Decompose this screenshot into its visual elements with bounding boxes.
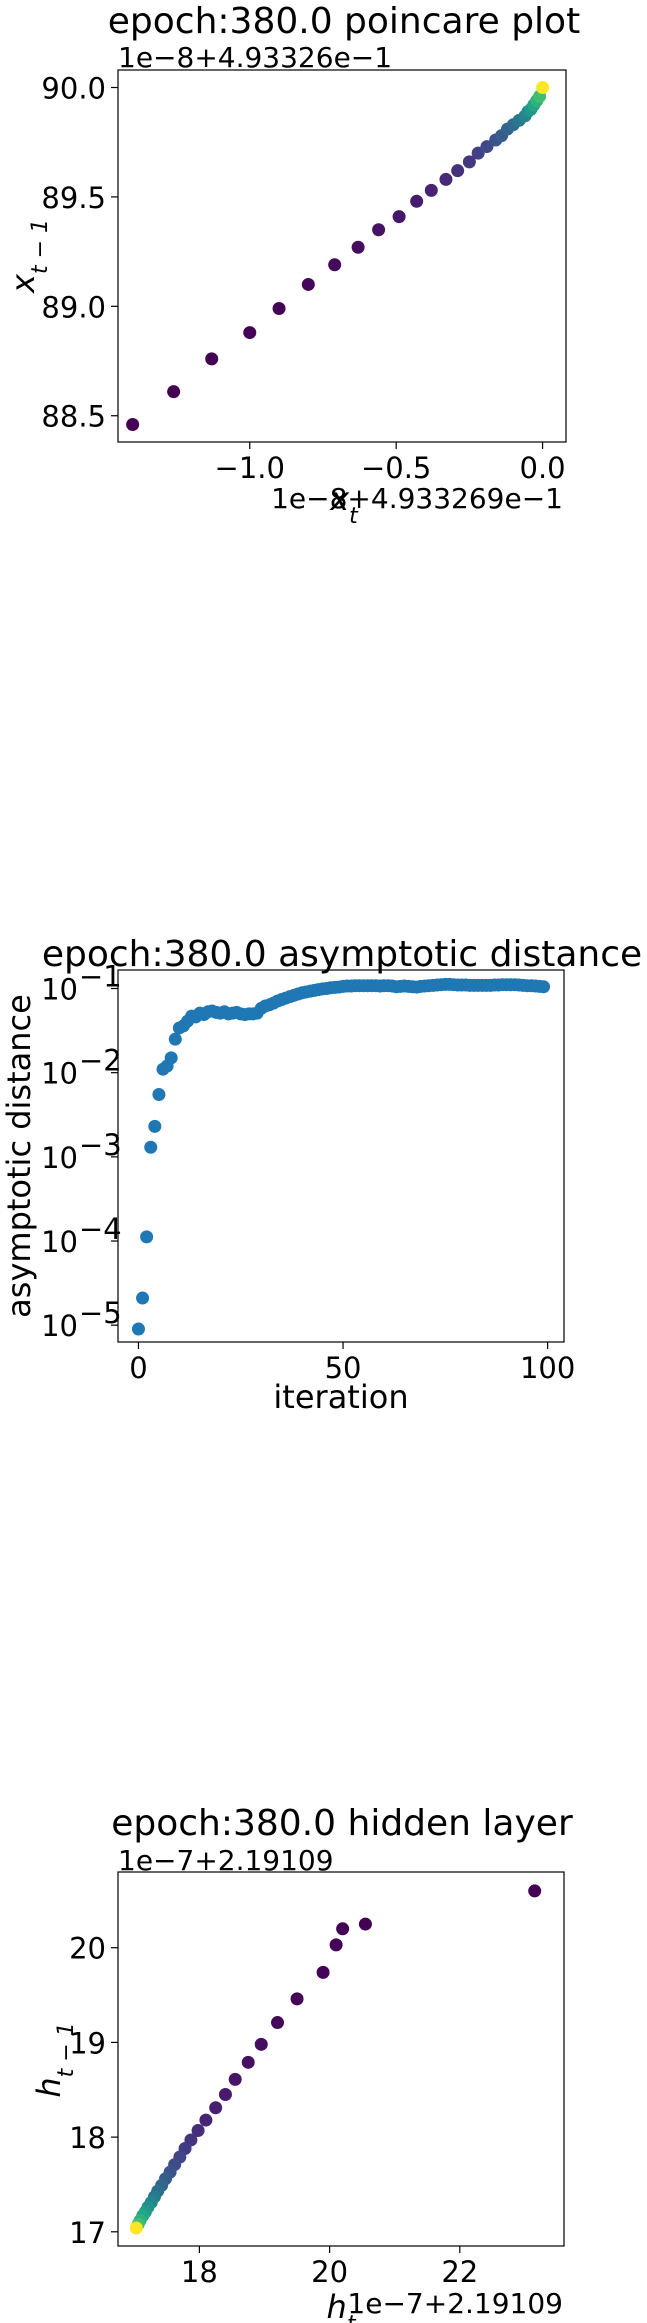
y-tick-label: 19 [69, 2026, 106, 2060]
scatter-point [140, 1230, 154, 1244]
y-tick-label: 89.5 [41, 181, 106, 215]
scatter-point [392, 210, 406, 224]
plot-frame-asymptotic [117, 969, 565, 1343]
plot-frame-hidden [117, 1871, 565, 2247]
y-tick-label: 89.0 [41, 290, 106, 324]
scatter-point [152, 1088, 166, 1102]
y-axis-label-asymptotic: asymptotic distance [0, 994, 38, 1318]
data-points-asymptotic [131, 977, 551, 1336]
x-ticks-hidden: 18 20 22 [181, 2246, 478, 2289]
scatter-point [537, 980, 551, 994]
scatter-point [168, 1032, 182, 1046]
scatter-point [228, 2072, 242, 2086]
chart-title-hidden: epoch:380.0 hidden layer [111, 1803, 573, 1844]
scatter-point [148, 1119, 162, 1133]
scatter-point [351, 240, 365, 254]
scatter-point [254, 2037, 268, 2051]
x-axis-label-asymptotic: iteration [273, 1378, 408, 1416]
chart-title-poincare: epoch:380.0 poincare plot [108, 1, 580, 42]
x-tick-label: −0.5 [361, 451, 431, 485]
scatter-point [131, 1322, 145, 1336]
scatter-point [199, 2113, 213, 2127]
scatter-point [205, 352, 219, 366]
scatter-point [439, 172, 453, 186]
scatter-point [451, 164, 465, 178]
chart-poincare: epoch:380.0 poincare plot 1e−8+4.93326e−… [4, 1, 580, 529]
scatter-point [336, 1922, 350, 1936]
scatter-point [191, 2123, 205, 2137]
x-tick-label: 0.0 [520, 451, 566, 485]
scatter-point [126, 417, 140, 431]
x-tick-label: 20 [311, 2255, 348, 2289]
scatter-point [290, 1992, 304, 2006]
y-tick-label: 10 [41, 1141, 78, 1175]
y-offset-text-poincare: 1e−8+4.93326e−1 [118, 41, 392, 74]
scatter-point [167, 385, 181, 399]
scatter-point [316, 1965, 330, 1979]
y-tick-label: 90.0 [41, 72, 106, 106]
y-ticks-poincare: 88.5 89.0 89.5 90.0 [41, 72, 118, 434]
y-tick-exponent: −4 [79, 1212, 122, 1246]
scatter-point [243, 326, 257, 340]
scatter-point [136, 1291, 150, 1305]
x-offset-text-poincare: 1e−8+4.933269e−1 [271, 482, 563, 515]
x-tick-label: 100 [520, 1351, 575, 1385]
y-tick-label: 18 [69, 2121, 106, 2155]
y-tick-label: 10 [41, 973, 78, 1007]
scatter-point [301, 277, 315, 291]
x-offset-text-hidden: 1e−7+2.19109 [347, 2287, 563, 2320]
scatter-point [209, 2101, 223, 2115]
scatter-point [272, 302, 286, 316]
y-tick-exponent: −1 [79, 960, 122, 994]
chart-hidden-layer: epoch:380.0 hidden layer 1e−7+2.19109 18… [30, 1803, 573, 2323]
scatter-point [271, 2016, 285, 2030]
y-ticks-hidden: 17 18 19 20 [69, 1932, 118, 2250]
scatter-point [462, 155, 476, 169]
x-tick-label: 0 [129, 1351, 147, 1385]
y-ticks-asymptotic: 10−510−410−310−210−1 [41, 960, 122, 1344]
plot-frame-poincare [117, 69, 567, 443]
x-tick-label: −1.0 [215, 451, 285, 485]
y-tick-label: 88.5 [41, 400, 106, 434]
x-tick-label: 18 [181, 2255, 218, 2289]
y-axis-label-hidden: ht − 1 [30, 2022, 79, 2097]
y-axis-label-poincare: xt − 1 [4, 219, 53, 294]
y-tick-label: 20 [69, 1932, 106, 1966]
data-points-hidden [129, 1884, 542, 2235]
y-tick-exponent: −3 [79, 1128, 122, 1162]
x-tick-label: 50 [325, 1351, 362, 1385]
scatter-point [144, 1140, 158, 1154]
y-tick-label: 10 [41, 1225, 78, 1259]
y-tick-label: 10 [41, 1057, 78, 1091]
scatter-point [372, 223, 386, 237]
scatter-point [536, 81, 550, 95]
chart-asymptotic: epoch:380.0 asymptotic distance 0 50 100 1… [0, 934, 642, 1416]
y-tick-exponent: −5 [79, 1296, 122, 1330]
scatter-point [218, 2088, 232, 2102]
chart-title-asymptotic: epoch:380.0 asymptotic distance [42, 934, 642, 975]
scatter-point [129, 2221, 143, 2235]
y-tick-label: 17 [69, 2216, 106, 2250]
y-tick-label: 10 [41, 1309, 78, 1343]
scatter-point [241, 2055, 255, 2069]
scatter-point [329, 1938, 343, 1952]
scatter-point [528, 1884, 542, 1898]
scatter-point [164, 1051, 178, 1065]
scatter-point [328, 258, 342, 272]
scatter-point [424, 183, 438, 197]
scatter-point [410, 194, 424, 208]
y-tick-exponent: −2 [79, 1044, 122, 1078]
data-points-poincare [126, 81, 550, 431]
x-tick-label: 22 [441, 2255, 478, 2289]
x-ticks-poincare: −1.0 −0.5 0.0 [215, 442, 566, 485]
x-ticks-asymptotic: 0 50 100 [129, 1342, 575, 1385]
scatter-point [358, 1917, 372, 1931]
